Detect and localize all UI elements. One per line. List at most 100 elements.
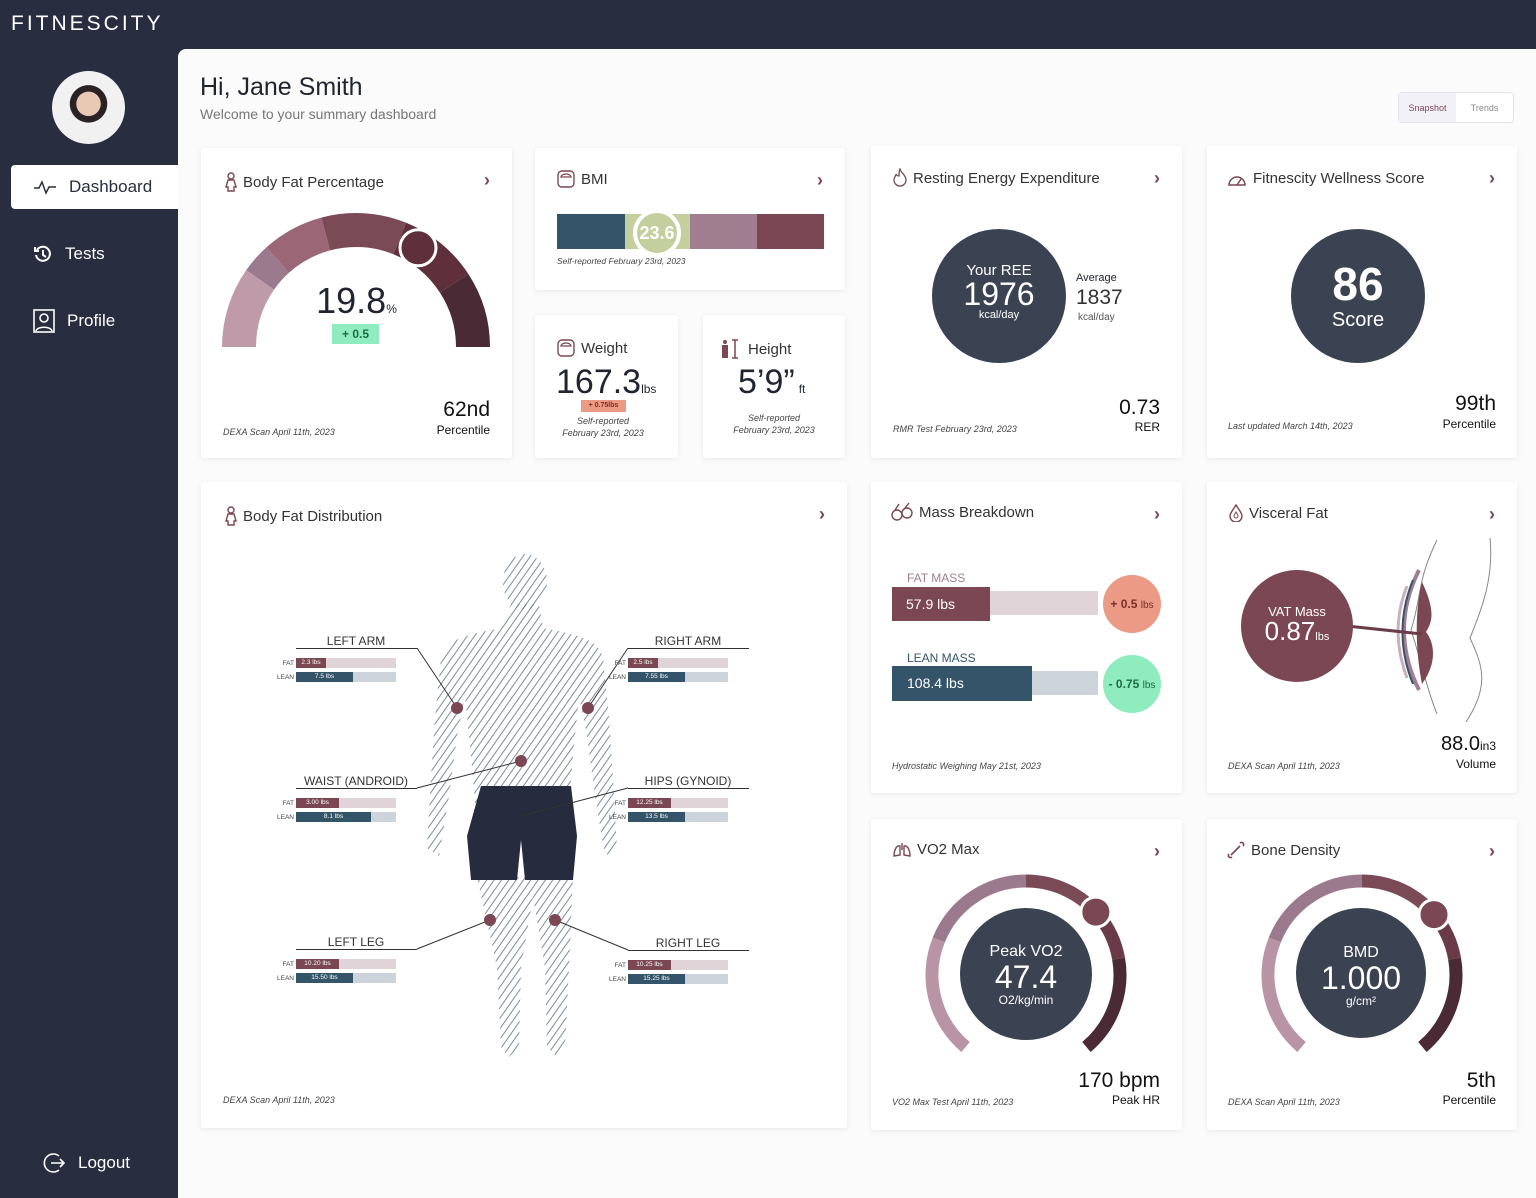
chevron-right-icon[interactable]: ›	[819, 504, 825, 524]
peak-hr-value: 170 bpm	[1078, 1069, 1160, 1092]
chevron-right-icon[interactable]: ›	[1154, 504, 1160, 524]
source-text: RMR Test February 23rd, 2023	[893, 424, 1017, 434]
row-label: LEAN	[609, 813, 626, 821]
fat-track: 2.3 lbs	[296, 658, 396, 668]
change-unit: lbs	[1142, 680, 1156, 691]
region-label: WAIST (ANDROID)	[304, 774, 408, 788]
change-unit: lbs	[1140, 600, 1154, 611]
bmd-unit: g/cm²	[1346, 994, 1376, 1008]
leader-line	[416, 647, 458, 709]
region-dot	[515, 755, 527, 767]
sidebar-item-dashboard[interactable]: Dashboard	[11, 165, 178, 209]
change-badge: + 0.75lbs	[581, 400, 626, 412]
row-label: FAT	[282, 960, 294, 968]
logout-button[interactable]: Logout	[20, 1141, 187, 1185]
pulse-icon	[34, 180, 56, 195]
bmi-marker: 23.6	[633, 209, 681, 257]
source-text: DEXA Scan April 11th, 2023	[223, 427, 335, 437]
bone-density-card[interactable]: Bone Density › BMD 1.000 g/cm² DEXA Scan…	[1207, 819, 1517, 1130]
torso-illustration	[1346, 537, 1492, 722]
bmd-circle: BMD 1.000 g/cm²	[1296, 908, 1426, 1038]
logout-label: Logout	[78, 1153, 130, 1172]
region-dot	[451, 702, 463, 714]
sidebar-item-tests[interactable]: Tests	[11, 232, 178, 276]
gauge-segment	[925, 937, 970, 1052]
tab-snapshot[interactable]: Snapshot	[1399, 93, 1456, 122]
row-label: FAT	[614, 659, 626, 667]
lean-track: 7.55 lbs	[628, 672, 728, 682]
ree-label: Your REE	[966, 262, 1032, 279]
visceral-fat-card[interactable]: Visceral Fat › VAT Mass 0.87lbs DEXA Sca…	[1207, 482, 1517, 793]
chevron-right-icon[interactable]: ›	[1489, 168, 1495, 188]
speedometer-icon	[1228, 175, 1246, 186]
height-icon	[722, 339, 738, 359]
height-card[interactable]: Height 5’9” ft Self-reported February 23r…	[703, 315, 845, 458]
region-dot	[582, 702, 594, 714]
card-title: Body Fat Percentage	[243, 173, 384, 191]
wellness-card[interactable]: Fitnescity Wellness Score › 86 Score Las…	[1207, 146, 1517, 458]
lean-row: LEAN 15.25 lbs	[607, 974, 728, 984]
chevron-right-icon[interactable]: ›	[1489, 504, 1495, 524]
fat-bar: 3.00 lbs	[296, 798, 339, 808]
leader-line	[416, 760, 522, 789]
flame-icon	[893, 168, 907, 187]
ree-unit: kcal/day	[978, 309, 1020, 321]
rer-label: RER	[1134, 420, 1160, 434]
gauge-segment	[1261, 937, 1306, 1052]
fat-track: 12.25 lbs	[628, 798, 728, 808]
logout-icon	[43, 1153, 66, 1173]
mass-breakdown-card[interactable]: Mass Breakdown › FAT MASS 57.9 lbs + 0.5…	[871, 482, 1182, 793]
average-unit: kcal/day	[1078, 312, 1115, 323]
percentile-label: Percentile	[436, 423, 490, 437]
average-value: 1837	[1076, 286, 1123, 309]
sidebar-item-profile[interactable]: Profile	[11, 299, 178, 343]
gauge-segment	[439, 274, 490, 348]
bmi-scale-bar	[557, 214, 824, 249]
weight-card[interactable]: Weight 167.3lbs + 0.75lbs Self-reported …	[535, 315, 678, 458]
lean-mass-bar: 108.4 lbs	[892, 666, 1032, 701]
shorts	[467, 786, 577, 880]
percentile-value: 62nd	[443, 398, 490, 421]
body-fat-distribution-card[interactable]: Body Fat Distribution › LEFT ARM FAT 2.3 l…	[201, 482, 847, 1128]
weight-value: 167.3	[556, 363, 642, 401]
fat-track: 2.5 lbs	[628, 658, 728, 668]
fat-mass-bar: 57.9 lbs	[892, 587, 990, 621]
chevron-right-icon[interactable]: ›	[1154, 841, 1160, 861]
body-fat-card[interactable]: Body Fat Percentage › 19.8% + 0.5 DEXA S…	[201, 148, 512, 458]
ree-card[interactable]: Resting Energy Expenditure › Your REE 19…	[871, 146, 1182, 458]
leader-line	[628, 648, 749, 649]
profile-icon	[33, 309, 55, 333]
body-fat-value: 19.8	[316, 280, 387, 321]
ree-value: 1976	[963, 276, 1035, 312]
gauge-segment	[246, 247, 290, 291]
lean-track: 8.1 lbs	[296, 812, 396, 822]
lean-row: LEAN 13.5 lbs	[607, 812, 728, 822]
lean-change-badge: - 0.75 lbs	[1103, 655, 1161, 713]
bone-density-gauge	[1261, 874, 1463, 1052]
source-text: Self-reported February 23rd, 2023	[557, 256, 686, 266]
chevron-right-icon[interactable]: ›	[1154, 168, 1160, 188]
row-label: LEAN	[277, 974, 294, 982]
gauge-segment	[1082, 957, 1127, 1052]
avatar[interactable]	[52, 71, 125, 144]
tab-trends[interactable]: Trends	[1470, 102, 1499, 113]
top-bar: FITNESCITY	[0, 0, 1536, 49]
lean-row: LEAN 7.5 lbs	[275, 672, 396, 682]
chevron-right-icon[interactable]: ›	[1489, 841, 1495, 861]
fat-row: FAT 10.20 lbs	[275, 959, 396, 969]
chevron-right-icon[interactable]: ›	[817, 170, 823, 190]
page-subtitle: Welcome to your summary dashboard	[200, 106, 437, 122]
card-title: Weight	[581, 339, 628, 357]
vo2-max-card[interactable]: VO2 Max › Peak VO2 47.4 O2/kg/min VO2 Ma…	[871, 819, 1182, 1130]
lean-bar: 15.50 lbs	[296, 973, 353, 983]
body-fat-unit: %	[386, 302, 397, 316]
lungs-icon	[893, 842, 911, 857]
height-value: 5’9”	[738, 363, 795, 401]
bmi-card[interactable]: BMI › 23.6 Self-reported February 23rd, …	[535, 148, 845, 290]
card-title: Visceral Fat	[1249, 504, 1328, 522]
source-text: Self-reported	[747, 413, 801, 423]
chevron-right-icon[interactable]: ›	[484, 170, 490, 190]
leader-line	[587, 647, 629, 709]
fat-change-badge: + 0.5 lbs	[1103, 575, 1161, 633]
bmd-value: 1.000	[1320, 960, 1402, 996]
